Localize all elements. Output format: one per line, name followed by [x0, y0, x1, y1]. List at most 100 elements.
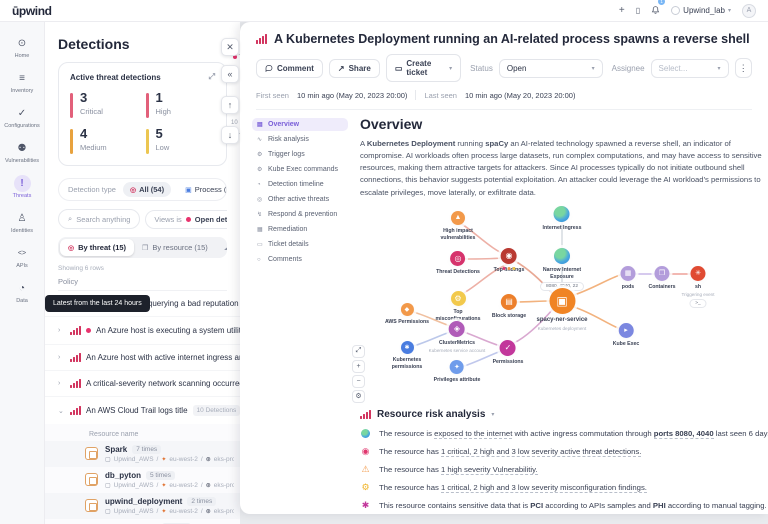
comment-button[interactable]: Comment — [256, 58, 323, 78]
stat-label: High — [155, 107, 171, 117]
detail-nav-kube-exec[interactable]: ⚙ Kube Exec commands — [257, 166, 339, 173]
threat-icon: ◎ — [68, 244, 75, 252]
docs-icon[interactable]: ▯ — [635, 5, 641, 15]
graph-node-containers[interactable]: ❒ Containers — [648, 265, 676, 291]
risk-item: ✱ This resource contains sensitive data … — [361, 499, 768, 510]
close-panel-button[interactable]: ✕ — [221, 38, 239, 56]
graph-node-top-misconfigurations[interactable]: ⚙ Top misconfigurations — [432, 290, 484, 323]
share-button[interactable]: ↗ Share — [328, 58, 380, 78]
sidebar-item-identities[interactable]: ♙ Identities — [1, 205, 43, 240]
zoom-out-button[interactable]: − — [352, 374, 365, 388]
resource-risk-analysis: Resource risk analysis ▾ The resource is… — [360, 409, 768, 514]
avatar[interactable]: A — [742, 3, 756, 18]
sidebar-item-vulnerabilities[interactable]: ⚉ Vulnerabilities — [1, 135, 43, 170]
chevron-down-icon: ▾ — [591, 65, 595, 72]
configurations-icon: ✓ — [17, 108, 27, 119]
search-input[interactable]: ⌕ Search anything — [58, 209, 141, 229]
notifications-button[interactable]: 1 — [651, 0, 666, 20]
cloud-icon: ▢ — [105, 483, 111, 489]
topbar-right: + ▯ 1 Upwind_lab ▾ A — [618, 0, 756, 20]
detail-nav-respond[interactable]: ↯ Respond & prevention — [257, 211, 338, 218]
detail-nav-trigger-logs[interactable]: ⚙ Trigger logs — [257, 151, 305, 158]
inventory-icon: ≡ — [19, 73, 25, 84]
graph-node-narrow-internet-exposure[interactable]: Narrow Internet Exposure 8080, 4040, 22 — [536, 247, 588, 292]
expand-icon: ⤢ — [355, 347, 362, 355]
risk-chart-icon — [360, 409, 371, 419]
sidebar-item-apis[interactable]: <> APIs — [1, 240, 43, 275]
graph-node-aws-permissions[interactable]: ◆ AWS Permissions — [385, 302, 429, 326]
policy-row[interactable]: › An Azure host with active internet ing… — [45, 345, 240, 371]
tab-by-account[interactable]: ☁By accou — [216, 239, 227, 256]
more-options-button[interactable]: ⋮ — [734, 58, 752, 78]
sidebar-item-configurations[interactable]: ✓ Configurations — [1, 100, 43, 135]
chevron-right-icon[interactable]: › — [58, 380, 61, 387]
filter-chip-process[interactable]: ▣Process (10) — [185, 185, 227, 194]
next-button[interactable]: ↓ — [221, 126, 239, 144]
sidebar-item-home[interactable]: ⊙ Home — [1, 30, 43, 65]
detail-nav-ticket-details[interactable]: ▭ Ticket details — [257, 241, 309, 248]
stat-value: 5 — [155, 126, 163, 141]
shield-icon: ▣ — [185, 186, 192, 194]
sidebar-item-data[interactable]: ◔ Data — [1, 275, 43, 310]
chevron-down-icon[interactable]: ▾ — [491, 411, 495, 418]
graph-node-spacy-ner-service[interactable]: ▣ spacy-ner-service Kubernetes deployment — [536, 287, 588, 331]
sidebar-item-threats[interactable]: ! Threats — [1, 170, 43, 205]
resource-row[interactable]: upwind_deployment 2 times ▢ Upwind_AWS / ✦ eu… — [45, 493, 240, 519]
sidebar-item-inventory[interactable]: ≡ Inventory — [1, 65, 43, 100]
graph-node-top-findings[interactable]: ◉ Top findings — [494, 247, 524, 274]
detail-nav-timeline[interactable]: ◔ Detection timeline — [257, 181, 324, 188]
collapse-panel-button[interactable]: « — [221, 65, 239, 83]
detail-nav-comments[interactable]: ○ Comments — [257, 256, 302, 263]
graph-node-internet-ingress[interactable]: Internet Ingress — [543, 205, 581, 232]
tab-by-resource[interactable]: ❒ By resource (15) — [142, 243, 208, 252]
detail-nav-other-threats[interactable]: ◎ Other active threats — [257, 196, 330, 203]
chevron-down-icon[interactable]: ⌄ — [58, 407, 64, 415]
fit-view-button[interactable]: ⤢ — [352, 344, 365, 358]
assignee-select[interactable]: Select... ▾ — [650, 58, 729, 78]
workload-icon — [85, 499, 98, 512]
resource-row[interactable]: deployment-13 times ▢Upwind_AWS/✦eu-west… — [45, 519, 240, 524]
detail-nav-risk-analysis[interactable]: ∿ Risk analysis — [257, 136, 309, 143]
detail-title: A Kubernetes Deployment running an AI-re… — [274, 32, 750, 46]
graph-node-kube-exec[interactable]: ▸ Kube Exec — [613, 322, 639, 348]
chevron-right-icon[interactable]: › — [58, 327, 61, 334]
chevron-right-icon[interactable]: › — [58, 354, 61, 361]
policy-row-expanded[interactable]: ⌄ An AWS Cloud Trail logs title 10 Detec… — [45, 397, 240, 424]
graph-node-pods[interactable]: ▦ pods — [620, 265, 636, 291]
previous-button[interactable]: ↑ — [221, 96, 239, 114]
search-row: ⌕Search anything Views is Open detection… — [58, 209, 227, 229]
add-icon[interactable]: + — [618, 4, 625, 16]
views-filter-chip[interactable]: Views is Open detections ✕ ▾ — [145, 209, 227, 229]
resource-row[interactable]: Spark 7 times ▢ Upwind_AWS / ✦ eu-west-2/⊛ eks… — [45, 441, 240, 467]
detail-nav-remediation[interactable]: ▦ Remediation — [257, 226, 308, 233]
graph-node-high-impact-vulnerabilities[interactable]: ▲ High impact vulnerabilities — [432, 210, 484, 242]
home-icon: ⊙ — [17, 38, 27, 49]
cluster-icon: ⊛ — [205, 483, 211, 489]
graph-node-sh[interactable]: ✳ sh Triggering event >_ — [681, 265, 715, 308]
expand-icon[interactable]: ⤢ — [208, 72, 215, 81]
status-select[interactable]: Open ▾ — [498, 58, 603, 78]
graph-node-threat-detections[interactable]: ◎ Threat Detections — [436, 250, 480, 276]
graph-settings-button[interactable]: ⚙ — [352, 389, 365, 403]
overview-icon: ▤ — [257, 122, 263, 128]
graph-node-cluster-metrics[interactable]: ◈ ClusterMetrics Kubernetes service accoun… — [429, 320, 485, 353]
plus-icon: + — [356, 362, 361, 370]
policy-row[interactable]: › A critical-severity network scanning o… — [45, 371, 240, 397]
resource-graph[interactable]: ▲ High impact vulnerabilities ◎ Threat Det… — [352, 203, 752, 403]
tab-by-threat[interactable]: ◎ By threat (15) — [60, 239, 135, 256]
filter-chip-all[interactable]: ◎ All (54) — [122, 182, 172, 197]
graph-node-permissions[interactable]: ✓ Permissions — [493, 339, 523, 366]
graph-node-privileges-attribute[interactable]: ✦ Privileges attribute — [434, 359, 480, 384]
alert-icon: ✳ — [690, 265, 706, 281]
create-ticket-button[interactable]: ▭ Create ticket ▾ — [385, 54, 462, 82]
graph-node-block-storage[interactable]: ▤ Block storage — [492, 293, 526, 320]
detail-nav-overview[interactable]: ▤ Overview — [252, 118, 348, 131]
graph-node-kubernetes-permissions[interactable]: ✱ Kubernetes permissions — [381, 340, 433, 371]
org-switcher[interactable]: Upwind_lab ▾ — [671, 6, 731, 15]
sidebar-label: APIs — [16, 263, 28, 269]
container-icon: ❒ — [654, 265, 670, 281]
topbar: ūpwind + ▯ 1 Upwind_lab ▾ A — [0, 0, 768, 22]
policy-row[interactable]: › An Azure host is executing a system ut… — [45, 317, 240, 345]
resource-row[interactable]: db_pyton 5 times ▢ Upwind_AWS / ✦ eu-west-2/⊛… — [45, 467, 240, 493]
zoom-in-button[interactable]: + — [352, 359, 365, 373]
